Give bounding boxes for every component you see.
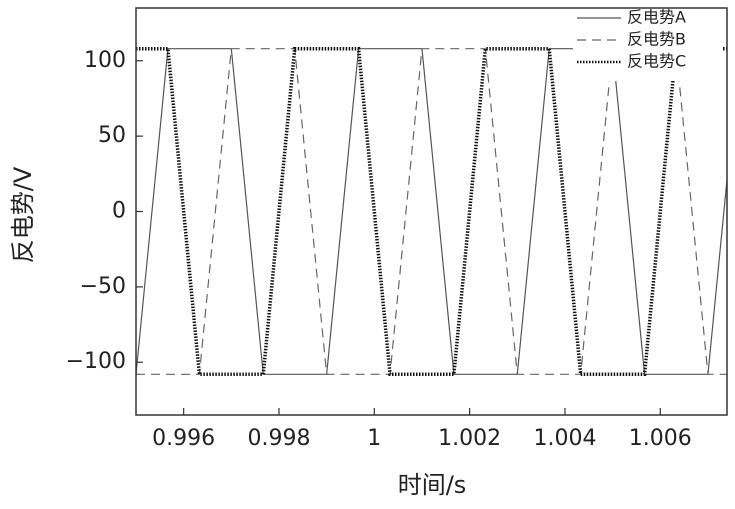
y-tick-label: −100 bbox=[66, 349, 126, 374]
x-tick-label: 1 bbox=[367, 426, 381, 451]
x-tick-label: 1.006 bbox=[629, 426, 692, 451]
plot-area bbox=[136, 46, 727, 377]
legend-label: 反电势C bbox=[627, 52, 686, 71]
series-line bbox=[136, 46, 727, 377]
legend-label: 反电势B bbox=[627, 30, 686, 49]
series-line bbox=[136, 48, 727, 375]
y-tick-label: 100 bbox=[84, 48, 126, 73]
x-tick-label: 0.996 bbox=[152, 426, 215, 451]
x-tick-label: 0.998 bbox=[247, 426, 310, 451]
series-line bbox=[136, 48, 727, 375]
x-tick-label: 1.002 bbox=[438, 426, 501, 451]
y-tick-label: 50 bbox=[98, 123, 126, 148]
legend: 反电势A 反电势B 反电势C bbox=[573, 8, 723, 81]
legend-box bbox=[573, 9, 723, 81]
y-tick-label: 0 bbox=[112, 199, 126, 224]
x-tick-label: 1.004 bbox=[533, 426, 596, 451]
x-axis-title: 时间/s bbox=[398, 471, 467, 499]
plot-frame bbox=[135, 7, 728, 416]
y-axis-title: 反电势/V bbox=[9, 166, 37, 263]
legend-label: 反电势A bbox=[627, 8, 686, 27]
y-tick-label: −50 bbox=[80, 274, 126, 299]
